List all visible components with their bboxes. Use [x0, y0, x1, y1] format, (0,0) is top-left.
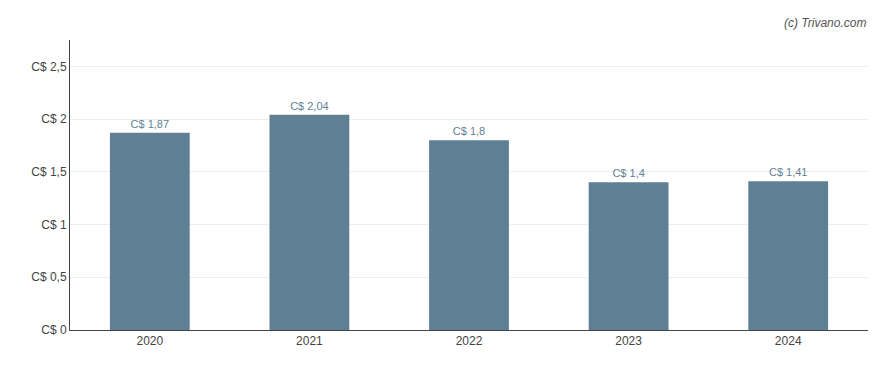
svg-text:C$ 1,4: C$ 1,4: [612, 167, 644, 179]
svg-text:(c) Trivano.com: (c) Trivano.com: [784, 16, 866, 30]
svg-text:C$ 0: C$ 0: [41, 323, 67, 337]
svg-text:C$ 2,5: C$ 2,5: [31, 60, 67, 74]
svg-text:2020: 2020: [136, 334, 163, 348]
svg-text:2023: 2023: [615, 334, 642, 348]
svg-text:C$ 1,87: C$ 1,87: [131, 118, 170, 130]
svg-text:C$ 0,5: C$ 0,5: [31, 270, 67, 284]
svg-text:C$ 1,41: C$ 1,41: [769, 166, 808, 178]
svg-text:C$ 2,04: C$ 2,04: [290, 100, 329, 112]
svg-text:C$ 1,5: C$ 1,5: [31, 165, 67, 179]
svg-text:C$ 2: C$ 2: [41, 112, 67, 126]
svg-text:2024: 2024: [775, 334, 802, 348]
svg-text:2022: 2022: [456, 334, 483, 348]
svg-text:2021: 2021: [296, 334, 323, 348]
svg-text:C$ 1: C$ 1: [41, 218, 67, 232]
svg-text:C$ 1,8: C$ 1,8: [453, 125, 485, 137]
